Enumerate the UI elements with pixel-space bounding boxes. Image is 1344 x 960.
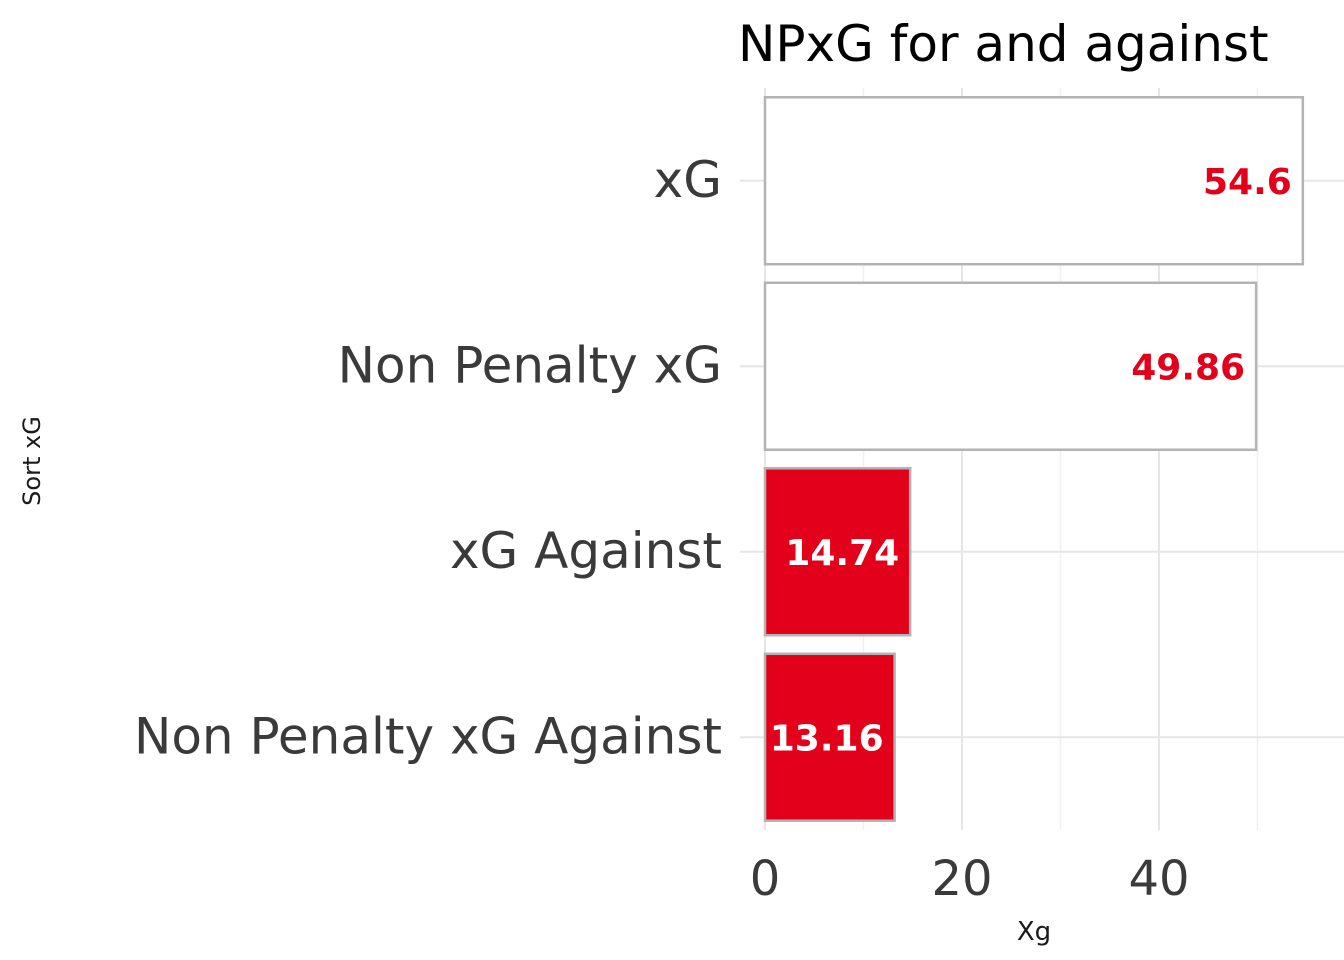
x-tick-label: 20: [931, 851, 992, 907]
x-tick-label: 0: [750, 851, 781, 907]
bar: [763, 281, 1258, 451]
bar-group: 54.6 49.86 14.74 13.16: [763, 96, 1305, 822]
bar: [763, 652, 896, 822]
bar-value-label: 54.6: [1203, 162, 1292, 203]
x-tick-labels: 0 20 40: [750, 851, 1190, 907]
x-tick-label: 40: [1128, 851, 1189, 907]
category-label: xG Against: [450, 522, 722, 580]
category-label: Non Penalty xG: [338, 336, 722, 394]
bar-value-label: 14.74: [785, 533, 899, 574]
category-label: xG: [654, 151, 722, 209]
bar: [763, 467, 912, 637]
category-labels: xG Non Penalty xG xG Against Non Penalty xG…: [134, 151, 722, 766]
chart-title: NPxG for and against: [738, 15, 1269, 73]
x-axis-title: Xg: [1017, 917, 1051, 947]
bar: [763, 96, 1305, 266]
y-axis-title: Sort xG: [18, 416, 46, 506]
category-label: Non Penalty xG Against: [134, 707, 722, 765]
bar-value-label: 49.86: [1131, 347, 1245, 388]
bar-value-label: 13.16: [770, 718, 884, 759]
